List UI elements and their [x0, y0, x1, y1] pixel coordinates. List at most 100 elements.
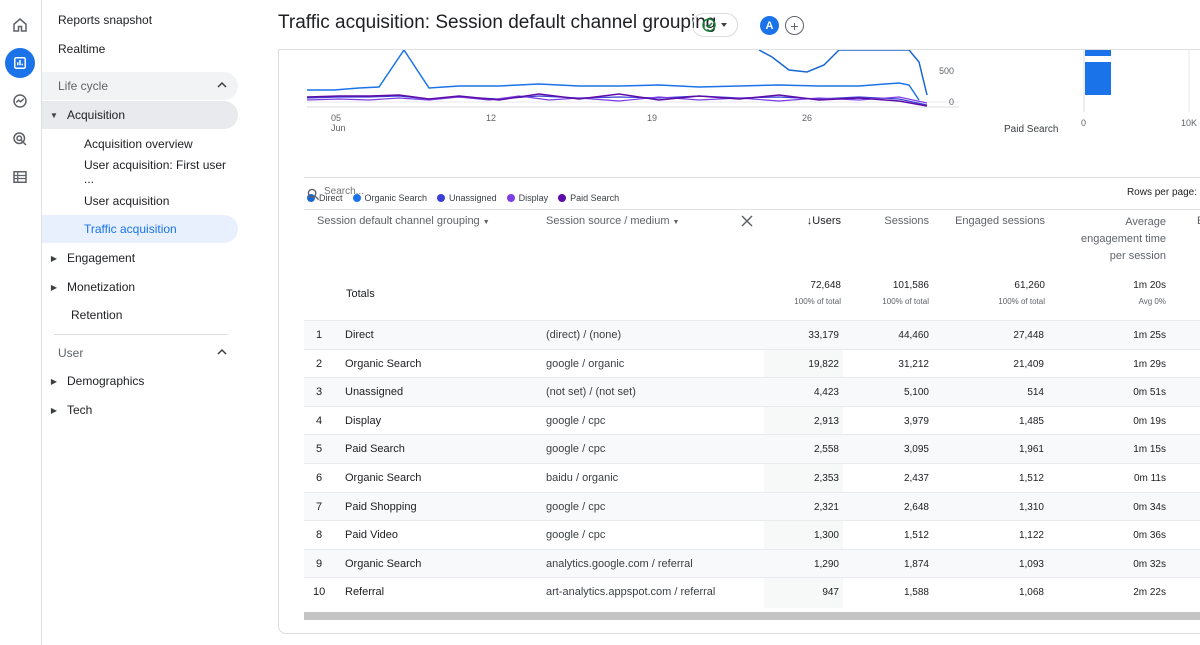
nav-section-user[interactable]: User — [42, 339, 238, 367]
legend-item-organic-search[interactable]: Organic Search — [352, 193, 427, 203]
table-body: 1 Direct (direct) / (none) 33,179 44,460 27,4… — [304, 320, 1200, 606]
table-row[interactable]: 7 Paid Shopping google / cpc 2,321 2,648 1,31… — [304, 491, 1200, 521]
table-row[interactable]: 5 Paid Search google / cpc 2,558 3,095 1,961 1… — [304, 434, 1200, 463]
legend-dot — [558, 194, 567, 202]
search-input[interactable] — [324, 186, 624, 197]
cell-users: 2,913 — [813, 415, 839, 427]
nav-user-acquisition-first[interactable]: User acquisition: First user ... — [42, 158, 238, 186]
avatar[interactable]: A — [760, 16, 779, 35]
cell-avg-time: 1m 29s — [1133, 358, 1166, 370]
cell-source: (not set) / (not set) — [546, 386, 636, 399]
bar-x-tick: 10K — [1181, 118, 1197, 128]
totals-percent: Avg 0% — [1138, 297, 1166, 306]
nav-engagement[interactable]: ▶ Engagement — [42, 244, 238, 272]
cell-source: google / organic — [546, 357, 625, 370]
header-label: Users — [812, 215, 841, 227]
caret-down-icon: ▼ — [50, 110, 58, 120]
dropdown-arrow-icon: ▼ — [482, 219, 490, 226]
cell-avg-time: 1m 15s — [1133, 444, 1166, 456]
cell-engaged: 1,310 — [1018, 501, 1044, 513]
cell-channel: Referral — [345, 586, 385, 599]
cell-users: 4,423 — [813, 387, 839, 399]
cell-engaged: 1,122 — [1018, 530, 1044, 542]
table-row[interactable]: 9 Organic Search analytics.google.com / re… — [304, 548, 1200, 578]
nav-reports-snapshot[interactable]: Reports snapshot — [42, 6, 238, 34]
column-header-sessions[interactable]: Sessions — [854, 215, 929, 227]
legend-item-paid-search[interactable]: Paid Search — [558, 193, 619, 203]
nav-user-acquisition[interactable]: User acquisition — [42, 187, 238, 215]
cell-sessions: 2,648 — [903, 501, 929, 513]
advertising-icon[interactable] — [5, 124, 35, 154]
totals-value: 1m 20s — [1133, 280, 1166, 291]
row-index: 1 — [316, 329, 323, 341]
cell-sessions: 1,874 — [903, 558, 929, 570]
cell-channel: Paid Shopping — [345, 500, 417, 513]
table-row[interactable]: 4 Display google / cpc 2,913 3,979 1,485 0m 19… — [304, 405, 1200, 435]
charts-area: 500 0 05 Jun 12 19 26 0 10K — [306, 50, 1197, 133]
row-index: 4 — [316, 414, 323, 427]
nav-label: Acquisition overview — [84, 137, 193, 151]
legend-dot — [506, 194, 515, 202]
cell-sessions: 44,460 — [898, 330, 929, 341]
dropdown-arrow-icon: ▼ — [672, 219, 680, 226]
totals-avg: 1m 20s Avg 0% — [1074, 280, 1166, 306]
header-label: Engaged sessions — [955, 215, 1045, 227]
reports-icon[interactable] — [5, 48, 35, 78]
horizontal-scrollbar[interactable] — [304, 612, 1200, 620]
nav-label: User acquisition: First user ... — [84, 158, 227, 186]
cell-avg-time: 0m 36s — [1133, 530, 1166, 542]
cell-channel: Paid Search — [345, 443, 405, 456]
column-header-users[interactable]: ↓Users — [779, 215, 841, 227]
nav-acquisition[interactable]: ▼ Acquisition — [42, 101, 238, 129]
nav-tech[interactable]: ▶ Tech — [42, 396, 238, 424]
bar — [1085, 50, 1111, 56]
nav-realtime[interactable]: Realtime — [42, 35, 238, 63]
table-row[interactable]: 10 Referral art-analytics.appspot.com / re… — [304, 577, 1200, 606]
row-index: 8 — [316, 529, 323, 542]
cell-avg-time: 0m 32s — [1133, 558, 1166, 570]
nav-monetization[interactable]: ▶ Monetization — [42, 273, 238, 301]
table-row[interactable]: 2 Organic Search google / organic 19,822 31,… — [304, 348, 1200, 378]
cell-sessions: 1,512 — [903, 530, 929, 542]
nav-label: Life cycle — [58, 79, 109, 93]
nav-section-lifecycle[interactable]: Life cycle — [42, 72, 238, 100]
legend-item-unassigned[interactable]: Unassigned — [437, 193, 497, 203]
nav-acquisition-overview[interactable]: Acquisition overview — [42, 130, 238, 158]
totals-users: 72,648 100% of total — [741, 280, 841, 306]
report-card: 500 0 05 Jun 12 19 26 0 10K Paid Search … — [278, 50, 1200, 634]
cell-source: google / cpc — [546, 500, 606, 513]
column-header-engaged-sessions[interactable]: Engaged sessions — [939, 215, 1045, 227]
column-header-cut[interactable]: E — [1197, 215, 1200, 227]
header-label: Session default channel grouping — [317, 215, 480, 227]
table-row[interactable]: 3 Unassigned (not set) / (not set) 4,423 5,1… — [304, 377, 1200, 406]
table-row[interactable]: 6 Organic Search baidu / organic 2,353 2,437… — [304, 462, 1200, 492]
column-header-avg-engagement[interactable]: Average engagement time per session — [1056, 214, 1166, 265]
legend-item-display[interactable]: Display — [506, 193, 548, 203]
bar-category-label: Paid Search — [1004, 124, 1059, 135]
table-row[interactable]: 8 Paid Video google / cpc 1,300 1,512 1,122 0m… — [304, 520, 1200, 549]
sort-down-icon: ↓ — [806, 215, 813, 227]
cell-avg-time: 0m 11s — [1133, 472, 1166, 484]
status-dropdown[interactable] — [692, 13, 738, 37]
list-icon[interactable] — [5, 162, 35, 192]
nav-demographics[interactable]: ▶ Demographics — [42, 367, 238, 395]
row-index: 3 — [316, 386, 323, 399]
legend-item-direct[interactable]: Direct — [307, 193, 343, 203]
add-comparison-button[interactable]: + — [785, 16, 804, 35]
home-icon[interactable] — [5, 10, 35, 40]
cell-avg-time: 2m 22s — [1133, 587, 1166, 599]
cell-users: 1,290 — [813, 558, 839, 570]
table-row[interactable]: 1 Direct (direct) / (none) 33,179 44,460 27,4… — [304, 320, 1200, 349]
cell-source: google / cpc — [546, 529, 606, 542]
y-tick-label: 0 — [949, 97, 954, 107]
nav-traffic-acquisition[interactable]: Traffic acquisition — [42, 215, 238, 243]
nav-retention[interactable]: Retention — [42, 301, 238, 329]
cell-channel: Direct — [345, 329, 374, 341]
column-header-channel[interactable]: Session default channel grouping ▼ — [317, 215, 490, 227]
cell-source: baidu / organic — [546, 471, 619, 484]
explore-icon[interactable] — [5, 86, 35, 116]
legend-dot — [437, 194, 446, 202]
column-header-source[interactable]: Session source / medium ▼ — [546, 215, 679, 227]
close-icon[interactable] — [740, 214, 754, 228]
nav-label: Reports snapshot — [58, 13, 153, 27]
